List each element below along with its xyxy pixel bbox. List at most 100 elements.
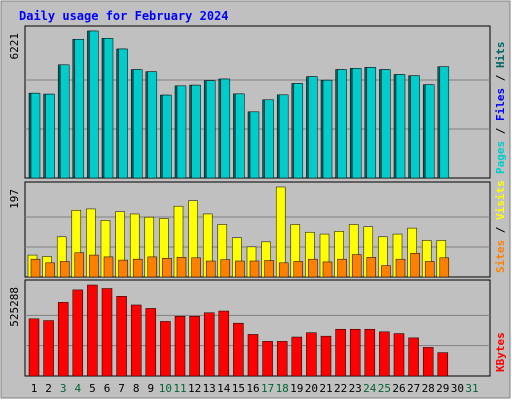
x-axis-labels: 1 2 3 4 5 6 7 8 9 10 11 12 13 14 15 16 17 18 19 20 21 22 23 24 2…	[31, 382, 479, 395]
x-tick-label: 9	[147, 382, 154, 395]
bar-sites	[162, 258, 172, 278]
x-tick-label: 19	[290, 382, 303, 395]
bar-sites	[147, 256, 158, 278]
bar-kbytes	[393, 333, 405, 377]
bar-kbytes	[28, 318, 40, 377]
x-tick-label: 23	[349, 382, 362, 395]
bar-kbytes	[247, 334, 259, 377]
bar-sites	[132, 258, 143, 278]
bar-kbytes	[306, 332, 317, 377]
x-tick-label: 24	[363, 382, 377, 395]
bar-kbytes	[233, 322, 244, 377]
x-tick-label: 20	[305, 382, 318, 395]
bar-kbytes	[349, 328, 361, 377]
bar-files	[118, 48, 128, 179]
bar-files	[74, 39, 85, 179]
x-tick-label: 21	[319, 382, 332, 395]
legend-separator: /	[494, 220, 507, 240]
bar-files	[264, 99, 274, 179]
side-legend: Sites / Visits	[494, 180, 507, 273]
bar-files	[45, 93, 55, 179]
bar-sites	[424, 261, 435, 278]
legend-files: Files	[494, 88, 507, 121]
y-max-label: 197	[8, 189, 21, 209]
bar-files	[308, 76, 318, 179]
bar-kbytes	[262, 341, 273, 377]
bar-kbytes	[218, 310, 230, 377]
x-tick-label: 12	[188, 382, 201, 395]
bar-files	[366, 67, 377, 179]
x-tick-label: 27	[407, 382, 420, 395]
bar-sites	[103, 256, 114, 278]
bar-sites	[395, 258, 406, 278]
bar-kbytes	[291, 336, 303, 377]
bar-files	[205, 80, 216, 179]
side-legend: Pages / Files / Hits	[494, 42, 507, 175]
bar-sites	[308, 258, 318, 278]
bar-kbytes	[189, 315, 200, 377]
panel-hits-files-pages: 6221 Pages / Files / Hits	[8, 25, 507, 179]
legend-hits: Hits	[494, 42, 507, 69]
legend-separator: /	[494, 121, 507, 141]
bar-sites	[30, 258, 41, 278]
x-tick-label: 18	[276, 382, 289, 395]
bar-files	[162, 94, 172, 179]
x-tick-label: 8	[133, 382, 140, 395]
bar-sites	[293, 261, 304, 278]
x-tick-label: 5	[89, 382, 96, 395]
bar-sites	[337, 258, 347, 278]
panel-kbytes: 525288 KBytes	[8, 279, 507, 377]
bar-sites	[89, 254, 99, 278]
bar-kbytes	[408, 337, 419, 377]
legend-sites: Sites	[494, 240, 507, 273]
x-tick-label: 3	[60, 382, 67, 395]
bar-kbytes	[276, 341, 288, 377]
bar-kbytes	[437, 352, 449, 377]
bar-sites	[249, 260, 260, 278]
chart-panels: 6221 Pages / Files / Hits 197 Sites / Visit…	[8, 25, 507, 377]
bar-sites	[118, 259, 128, 278]
bar-files	[249, 111, 260, 179]
bar-sites	[381, 265, 391, 278]
bar-kbytes	[364, 328, 376, 377]
x-tick-label: 14	[217, 382, 231, 395]
x-tick-label: 15	[232, 382, 245, 395]
bar-sites	[191, 257, 201, 278]
bar-kbytes	[87, 284, 98, 377]
x-tick-label: 26	[392, 382, 405, 395]
bar-files	[191, 84, 201, 179]
bar-sites	[366, 257, 377, 278]
x-tick-label: 16	[246, 382, 259, 395]
bar-files	[103, 38, 114, 179]
x-tick-label: 13	[203, 382, 216, 395]
bar-kbytes	[174, 315, 186, 377]
x-tick-label: 22	[334, 382, 347, 395]
bar-files	[89, 30, 99, 179]
bar-files	[322, 79, 333, 179]
bar-sites	[59, 261, 70, 278]
x-tick-label: 28	[422, 382, 435, 395]
bar-sites	[220, 259, 231, 278]
bar-files	[293, 83, 304, 179]
bar-sites	[264, 260, 274, 278]
chart-title: Daily usage for February 2024	[19, 9, 229, 23]
bar-sites	[351, 254, 362, 278]
bar-sites	[235, 260, 245, 278]
y-max-label: 525288	[8, 287, 21, 327]
y-max-label: 6221	[8, 33, 21, 60]
x-tick-label: 31	[465, 382, 478, 395]
bar-kbytes	[145, 308, 157, 377]
x-tick-label: 2	[45, 382, 52, 395]
bar-sites	[278, 262, 289, 278]
legend-visits: Visits	[494, 180, 507, 220]
x-tick-label: 10	[159, 382, 172, 395]
x-tick-label: 25	[378, 382, 391, 395]
legend-separator: /	[494, 68, 507, 88]
bar-kbytes	[160, 321, 171, 377]
x-tick-label: 4	[74, 382, 81, 395]
bar-kbytes	[72, 289, 84, 377]
bar-files	[337, 69, 347, 179]
bar-kbytes	[379, 331, 390, 377]
bar-kbytes	[335, 328, 346, 377]
bar-files	[220, 78, 231, 179]
